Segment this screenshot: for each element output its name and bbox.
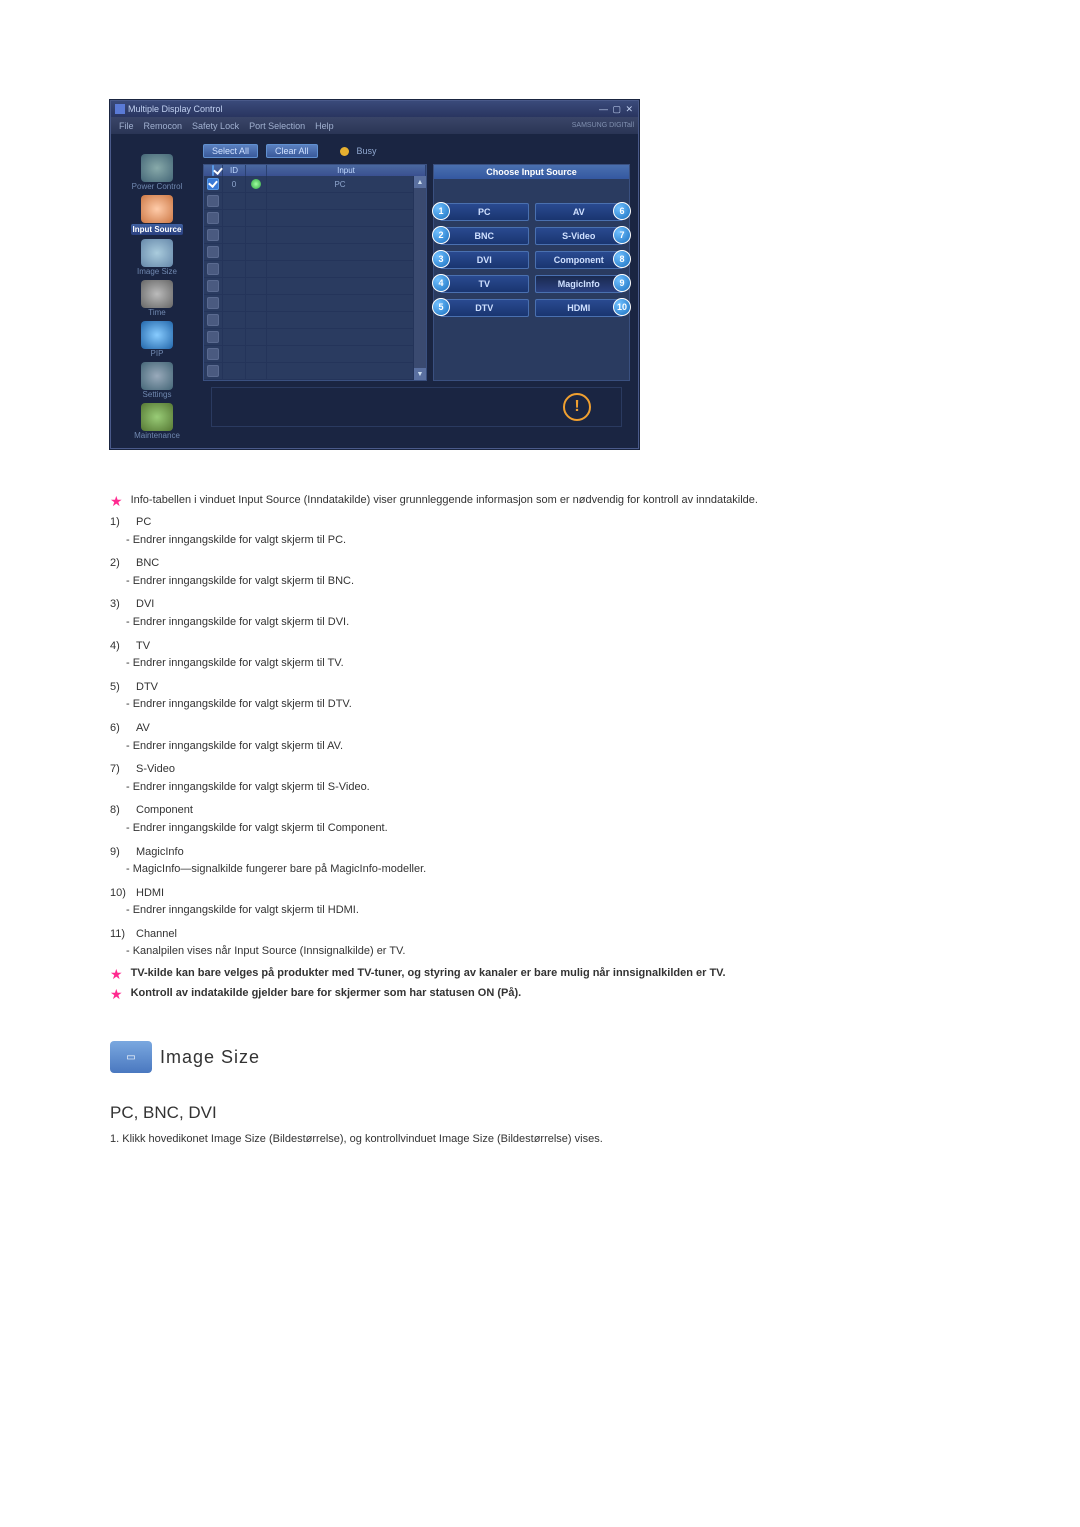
badge-8: 8 <box>613 250 631 268</box>
table-row[interactable] <box>204 210 414 227</box>
col-input: Input <box>267 165 426 176</box>
col-id: ID <box>223 165 246 176</box>
row-check-icon[interactable] <box>207 178 219 190</box>
section-icon: ▭ <box>110 1041 152 1073</box>
row-check-icon[interactable] <box>207 229 219 241</box>
source-panel: Choose Input Source 1PC AV6 2BNC S-Video… <box>433 164 630 381</box>
table-row[interactable] <box>204 278 414 295</box>
section-title-text: Image Size <box>160 1047 260 1068</box>
source-dtv-button[interactable]: DTV <box>440 299 529 317</box>
source-dvi-button[interactable]: DVI <box>440 251 529 269</box>
source-bnc-button[interactable]: BNC <box>440 227 529 245</box>
panel-title: Choose Input Source <box>434 165 629 179</box>
row-check-icon[interactable] <box>207 331 219 343</box>
star-icon: ★ <box>110 987 123 1001</box>
header-check-icon[interactable] <box>212 165 214 176</box>
row-check-icon[interactable] <box>207 314 219 326</box>
app-icon <box>115 104 125 114</box>
row-check-icon[interactable] <box>207 297 219 309</box>
row-check-icon[interactable] <box>207 280 219 292</box>
power-icon <box>141 154 173 182</box>
badge-7: 7 <box>613 226 631 244</box>
image-size-icon <box>141 239 173 267</box>
star-icon: ★ <box>110 967 123 981</box>
source-component-button[interactable]: Component <box>535 251 624 269</box>
subheading: PC, BNC, DVI <box>110 1103 1010 1123</box>
sidebar-item-time[interactable]: Time <box>113 280 201 317</box>
menubar: File Remocon Safety Lock Port Selection … <box>111 117 638 134</box>
window-title: Multiple Display Control <box>128 104 223 114</box>
menu-remocon[interactable]: Remocon <box>140 121 187 131</box>
row-check-icon[interactable] <box>207 195 219 207</box>
row-check-icon[interactable] <box>207 365 219 377</box>
foot-note-1: TV-kilde kan bare velges på produkter me… <box>131 967 726 981</box>
source-svideo-button[interactable]: S-Video <box>535 227 624 245</box>
table-row[interactable] <box>204 244 414 261</box>
source-pc-button[interactable]: PC <box>440 203 529 221</box>
clear-all-button[interactable]: Clear All <box>266 144 318 158</box>
table-row[interactable] <box>204 193 414 210</box>
scroll-up-icon[interactable]: ▲ <box>414 176 426 188</box>
time-icon <box>141 280 173 308</box>
maintenance-icon <box>141 403 173 431</box>
badge-1: 1 <box>432 202 450 220</box>
sidebar-item-settings[interactable]: Settings <box>113 362 201 399</box>
sidebar-item-input-source[interactable]: Input Source <box>113 195 201 235</box>
table-row[interactable] <box>204 346 414 363</box>
menu-file[interactable]: File <box>115 121 138 131</box>
intro-text: Info-tabellen i vinduet Input Source (In… <box>131 494 758 508</box>
star-icon: ★ <box>110 494 123 508</box>
table-row[interactable] <box>204 295 414 312</box>
alert-icon: ! <box>563 393 591 421</box>
titlebar: Multiple Display Control — ▢ ✕ <box>111 101 638 117</box>
menu-portselection[interactable]: Port Selection <box>245 121 309 131</box>
table-row[interactable]: 0 PC <box>204 176 414 193</box>
body-line: 1. Klikk hovedikonet Image Size (Bildest… <box>110 1133 1010 1145</box>
badge-6: 6 <box>613 202 631 220</box>
badge-4: 4 <box>432 274 450 292</box>
sidebar-item-maintenance[interactable]: Maintenance <box>113 403 201 440</box>
brand-logo: SAMSUNG DIGITall <box>572 122 634 129</box>
settings-icon <box>141 362 173 390</box>
badge-9: 9 <box>613 274 631 292</box>
badge-3: 3 <box>432 250 450 268</box>
badge-10: 10 <box>613 298 631 316</box>
row-check-icon[interactable] <box>207 263 219 275</box>
pip-icon <box>141 321 173 349</box>
menu-safetylock[interactable]: Safety Lock <box>188 121 243 131</box>
busy-indicator <box>340 147 349 156</box>
status-on-icon <box>251 179 261 189</box>
section-title: ▭ Image Size <box>110 1041 1010 1073</box>
scrollbar[interactable]: ▲ ▼ <box>414 176 426 380</box>
sidebar-item-pip[interactable]: PIP <box>113 321 201 358</box>
badge-2: 2 <box>432 226 450 244</box>
busy-label: Busy <box>357 146 377 156</box>
table-row[interactable] <box>204 227 414 244</box>
badge-5: 5 <box>432 298 450 316</box>
input-source-icon <box>141 195 173 223</box>
row-check-icon[interactable] <box>207 246 219 258</box>
foot-note-2: Kontroll av indatakilde gjelder bare for… <box>131 987 522 1001</box>
table-row[interactable] <box>204 312 414 329</box>
app-window: Multiple Display Control — ▢ ✕ File Remo… <box>110 100 639 449</box>
table-row[interactable] <box>204 261 414 278</box>
note-list: 1)PC- Endrer inngangskilde for valgt skj… <box>110 514 1010 961</box>
source-av-button[interactable]: AV <box>535 203 624 221</box>
device-grid: ID Input 0 PC <box>203 164 427 381</box>
row-check-icon[interactable] <box>207 348 219 360</box>
source-hdmi-button[interactable]: HDMI <box>535 299 624 317</box>
source-magicinfo-button[interactable]: MagicInfo <box>535 275 624 293</box>
select-all-button[interactable]: Select All <box>203 144 258 158</box>
source-tv-button[interactable]: TV <box>440 275 529 293</box>
window-controls[interactable]: — ▢ ✕ <box>599 104 634 115</box>
table-row[interactable] <box>204 329 414 346</box>
row-check-icon[interactable] <box>207 212 219 224</box>
scroll-down-icon[interactable]: ▼ <box>414 368 426 380</box>
menu-help[interactable]: Help <box>311 121 338 131</box>
sidebar: Power Control Input Source Image Size Ti… <box>111 134 203 448</box>
table-row[interactable] <box>204 363 414 380</box>
sidebar-item-image-size[interactable]: Image Size <box>113 239 201 276</box>
status-bar: ! <box>211 387 622 427</box>
sidebar-item-power[interactable]: Power Control <box>113 154 201 191</box>
